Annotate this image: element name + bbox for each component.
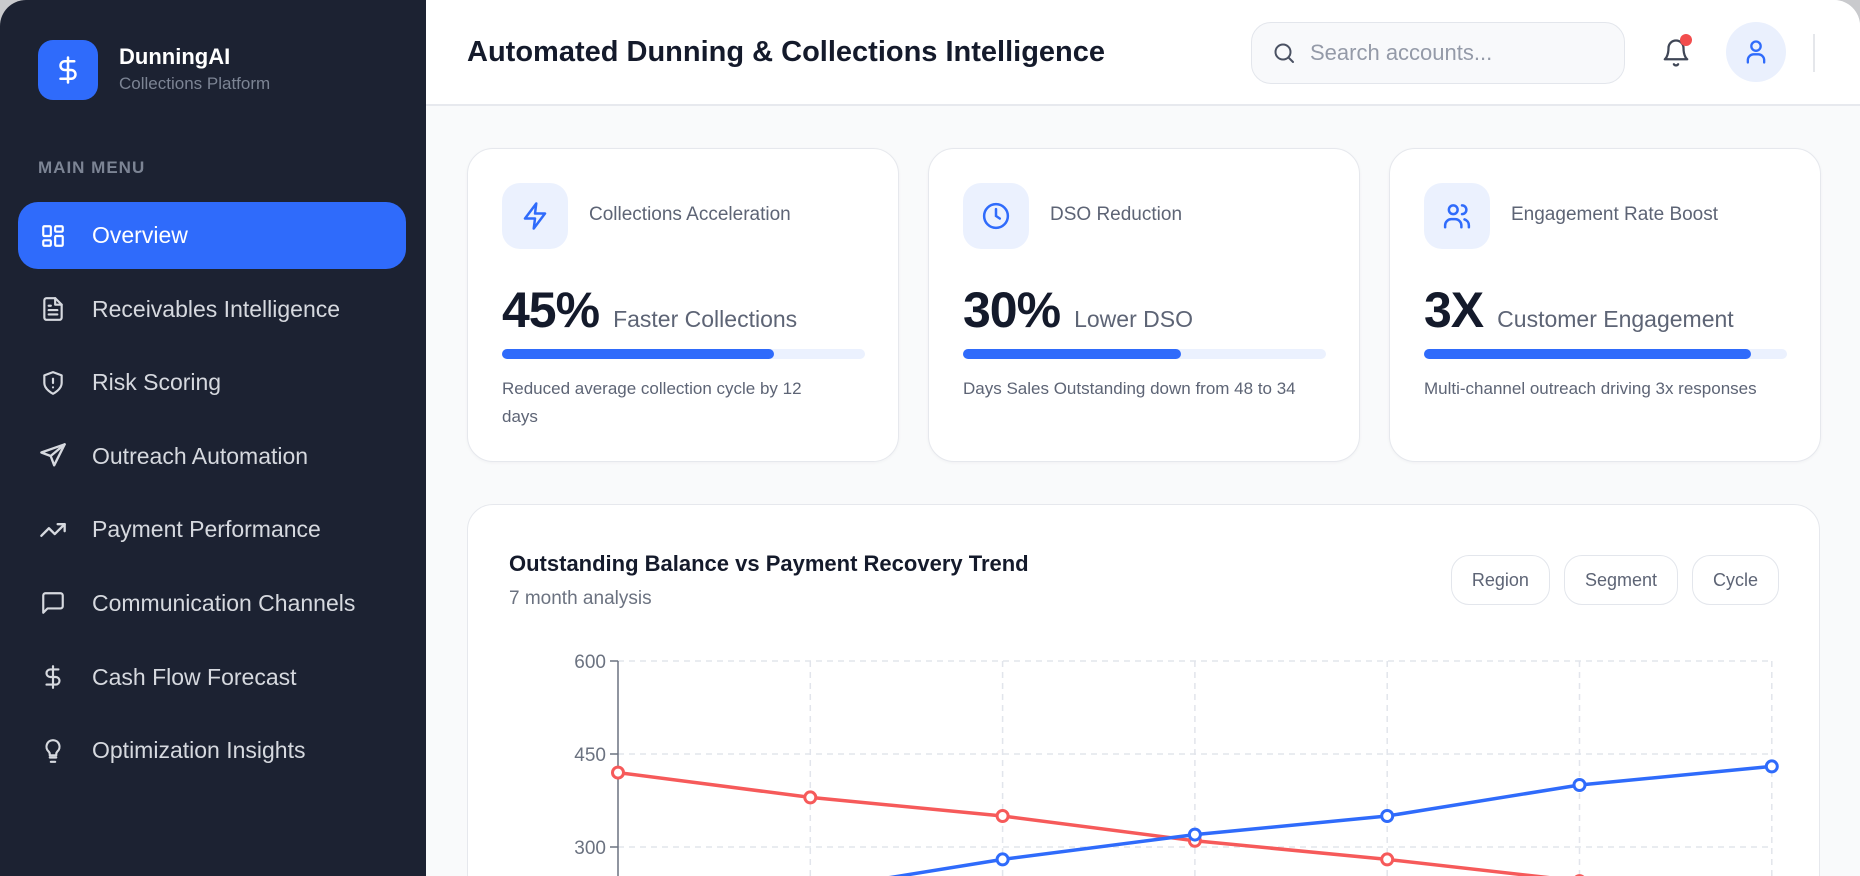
progress-fill <box>1424 349 1751 359</box>
dollar-icon <box>59 56 77 84</box>
stat-unit: Lower DSO <box>1074 306 1193 332</box>
card-icon-box <box>1424 183 1490 249</box>
sidebar-item-label: Optimization Insights <box>92 737 306 764</box>
shield-alert-icon <box>39 369 67 397</box>
progress-fill <box>502 349 775 359</box>
sidebar-item-label: Payment Performance <box>92 516 321 543</box>
document-icon <box>39 295 67 323</box>
sidebar-item-receivables-intelligence[interactable]: Receivables Intelligence <box>18 276 406 343</box>
dollar-icon <box>39 663 67 691</box>
stat-card-dso-reduction: DSO Reduction 30% Lower DSO Days Sales O… <box>928 148 1360 462</box>
send-icon <box>39 442 67 470</box>
brand-name: DunningAI <box>119 44 231 69</box>
sidebar-item-optimization-insights[interactable]: Optimization Insights <box>18 717 406 784</box>
stat-progress-bar <box>963 349 1326 359</box>
stat-unit: Customer Engagement <box>1497 306 1734 332</box>
line-chart: 300 450 600 <box>574 652 1779 876</box>
sidebar-item-payment-performance[interactable]: Payment Performance <box>18 496 406 563</box>
chart-title: Outstanding Balance vs Payment Recovery … <box>509 551 1029 576</box>
stat-card-engagement-rate-boost: Engagement Rate Boost 3X Customer Engage… <box>1389 148 1821 462</box>
stat-description: Reduced average collection cycle by 12 d… <box>502 379 802 426</box>
stat-title: Engagement Rate Boost <box>1511 204 1719 225</box>
svg-text:300: 300 <box>574 838 606 859</box>
stat-progress-bar <box>502 349 865 359</box>
users-icon <box>1443 204 1471 229</box>
search-input[interactable] <box>1310 40 1610 66</box>
stat-title: DSO Reduction <box>1050 204 1183 225</box>
notification-badge <box>1680 34 1692 46</box>
sidebar-item-overview[interactable]: Overview <box>18 202 406 269</box>
grid-icon <box>39 222 67 250</box>
sidebar-item-label: Cash Flow Forecast <box>92 663 297 690</box>
sidebar-item-label: Risk Scoring <box>92 369 222 396</box>
stat-card-collections-acceleration: Collections Acceleration 45% Faster Coll… <box>467 148 899 462</box>
stat-description: Days Sales Outstanding down from 48 to 3… <box>963 379 1296 398</box>
sidebar-item-label: Overview <box>92 222 188 248</box>
main-menu-label: MAIN MENU <box>38 158 146 177</box>
chart-filters: Region Segment Cycle <box>1450 555 1779 605</box>
stat-progress-bar <box>1424 349 1787 359</box>
lightbulb-icon <box>39 737 67 765</box>
progress-fill <box>963 349 1181 359</box>
stat-unit: Faster Collections <box>613 306 798 332</box>
header-divider <box>1813 34 1815 72</box>
brand-logo <box>38 40 98 100</box>
card-icon-box <box>502 183 568 249</box>
sidebar-item-label: Communication Channels <box>92 589 356 616</box>
svg-text:600: 600 <box>574 652 606 673</box>
top-header: Automated Dunning & Collections Intellig… <box>426 0 1860 106</box>
bell-icon <box>1663 39 1689 67</box>
sidebar-item-communication-channels[interactable]: Communication Channels <box>18 570 406 637</box>
message-square-icon <box>39 589 67 617</box>
sidebar-item-outreach-automation[interactable]: Outreach Automation <box>18 423 406 490</box>
clock-icon <box>982 202 1010 230</box>
brand: DunningAI Collections Platform <box>38 40 270 100</box>
stat-value: 30% <box>963 282 1061 338</box>
search-icon <box>1274 43 1294 63</box>
sidebar-item-label: Outreach Automation <box>92 442 309 469</box>
sidebar: DunningAI Collections Platform MAIN MENU… <box>0 0 426 876</box>
sidebar-item-risk-scoring[interactable]: Risk Scoring <box>18 349 406 416</box>
user-icon <box>1746 40 1766 64</box>
search-box[interactable] <box>1251 22 1625 84</box>
user-avatar-button[interactable] <box>1726 22 1786 82</box>
sidebar-item-cash-flow-forecast[interactable]: Cash Flow Forecast <box>18 644 406 711</box>
stat-value: 3X <box>1424 282 1484 338</box>
stat-value: 45% <box>502 282 600 338</box>
chart-subtitle: 7 month analysis <box>509 588 652 609</box>
stat-title: Collections Acceleration <box>589 204 791 225</box>
trend-chart-card: Outstanding Balance vs Payment Recovery … <box>467 504 1820 876</box>
notifications-button[interactable] <box>1658 34 1694 72</box>
card-icon-box <box>963 183 1029 249</box>
stats-row: Collections Acceleration 45% Faster Coll… <box>467 148 1821 462</box>
sidebar-item-label: Receivables Intelligence <box>92 295 341 322</box>
page-title: Automated Dunning & Collections Intellig… <box>467 36 1106 68</box>
svg-text:450: 450 <box>574 745 606 766</box>
filter-region-button[interactable]: Region <box>1450 555 1550 605</box>
sidebar-nav: Overview Receivables Intelligence Risk S… <box>18 202 406 791</box>
filter-segment-button[interactable]: Segment <box>1563 555 1678 605</box>
zap-icon <box>523 202 547 230</box>
stat-description: Multi-channel outreach driving 3x respon… <box>1424 379 1757 398</box>
trending-up-icon <box>39 516 67 544</box>
filter-cycle-button[interactable]: Cycle <box>1691 555 1779 605</box>
brand-subtitle: Collections Platform <box>119 74 271 93</box>
